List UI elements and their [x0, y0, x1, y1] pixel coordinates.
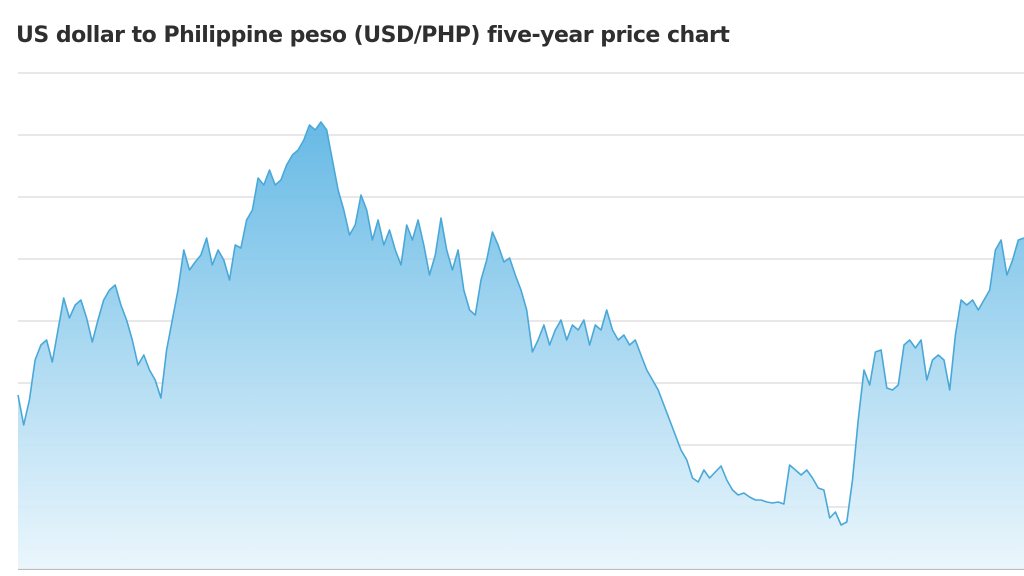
chart-title: US dollar to Philippine peso (USD/PHP) f… — [16, 23, 730, 48]
plot-area — [17, 121, 1024, 569]
price-line — [17, 121, 1024, 526]
area-fill — [18, 122, 1024, 569]
